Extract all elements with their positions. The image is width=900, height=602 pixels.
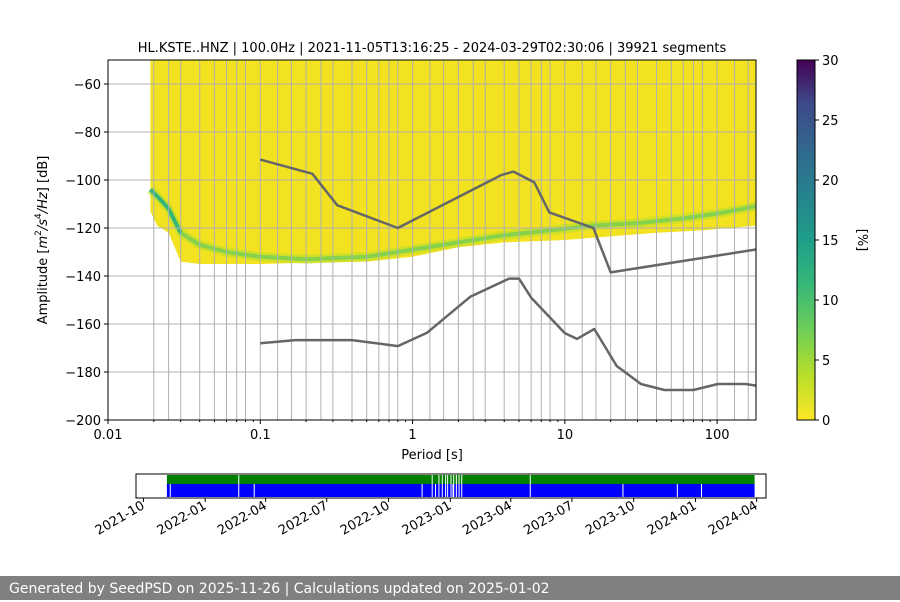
timeline-tick-label: 2024-01 bbox=[645, 498, 700, 538]
y-tick-label: −120 bbox=[65, 222, 101, 237]
timeline-tick-label: 2022-07 bbox=[276, 498, 331, 538]
timeline-bars bbox=[166, 475, 755, 497]
colorbar-tick-label: 0 bbox=[822, 414, 830, 429]
y-tick-label: −200 bbox=[65, 414, 101, 429]
psd-density-region bbox=[150, 60, 756, 264]
timeline-tick-label: 2022-10 bbox=[338, 498, 393, 538]
plot-frame bbox=[107, 59, 757, 421]
colorbar-tick-label: 25 bbox=[822, 114, 839, 129]
timeline-axis: 2021-10 2022-01 2022-04 2022-07 2022-10 2023-… bbox=[93, 498, 761, 539]
y-tick-label: −60 bbox=[74, 78, 101, 93]
timeline-tick-label: 2023-01 bbox=[400, 498, 455, 538]
colorbar-tick-label: 30 bbox=[822, 54, 839, 69]
y-axis: −60 −80 −100 −120 −140 −160 −180 −200 bbox=[65, 78, 108, 429]
timeline-tick-label: 2022-01 bbox=[155, 498, 210, 538]
plot-area bbox=[107, 59, 757, 421]
timeline-frame bbox=[135, 473, 767, 499]
colorbar-ticks: 0 5 10 15 20 25 30 bbox=[815, 54, 839, 429]
nlnm-line bbox=[260, 277, 756, 392]
nhnm-line bbox=[259, 158, 756, 274]
data-availability-timeline: 2021-10 2022-01 2022-04 2022-07 2022-10 2023-… bbox=[93, 473, 767, 539]
psd-mode-peak bbox=[148, 188, 183, 234]
colorbar-label: [%] bbox=[854, 229, 869, 252]
colorbar-tick-label: 5 bbox=[822, 354, 830, 369]
y-tick-label: −140 bbox=[65, 270, 101, 285]
footer-bar: Generated by SeedPSD on 2025-11-26 | Cal… bbox=[0, 576, 900, 600]
colorbar-gradient bbox=[796, 59, 816, 421]
x-tick-label: 0.01 bbox=[94, 428, 123, 443]
timeline-tick-label: 2024-04 bbox=[706, 498, 761, 538]
y-axis-label: Amplitude [m2/s4/Hz] [dB] bbox=[34, 156, 51, 325]
colorbar: 0 5 10 15 20 25 30 [%] bbox=[796, 54, 869, 429]
x-axis-label: Period [s] bbox=[401, 448, 463, 463]
colorbar-tick-label: 15 bbox=[822, 234, 839, 249]
psd-heatmap bbox=[147, 60, 756, 264]
y-tick-label: −100 bbox=[65, 174, 101, 189]
timeline-tick-label: 2023-10 bbox=[583, 498, 638, 538]
footer-text: Generated by SeedPSD on 2025-11-26 | Cal… bbox=[9, 581, 550, 597]
x-tick-label: 10 bbox=[557, 428, 574, 443]
chart-title: HL.KSTE..HNZ | 100.0Hz | 2021-11-05T13:1… bbox=[138, 41, 727, 56]
x-tick-label: 100 bbox=[705, 428, 730, 443]
colorbar-tick-label: 20 bbox=[822, 174, 839, 189]
grid-lines bbox=[108, 60, 756, 420]
x-tick-label: 1 bbox=[408, 428, 416, 443]
timeline-tick-label: 2023-07 bbox=[521, 498, 576, 538]
timeline-green-bar bbox=[166, 475, 755, 484]
y-tick-label: −180 bbox=[65, 366, 101, 381]
timeline-blue-bar bbox=[166, 484, 755, 497]
y-tick-label: −80 bbox=[74, 126, 101, 141]
colorbar-tick-label: 10 bbox=[822, 294, 839, 309]
noise-models bbox=[259, 158, 756, 392]
x-axis: 0.01 0.1 1 10 100 bbox=[94, 420, 730, 443]
timeline-tick-label: 2021-10 bbox=[93, 498, 148, 538]
timeline-tick-label: 2022-04 bbox=[215, 498, 270, 538]
timeline-tick-label: 2023-04 bbox=[460, 498, 515, 538]
x-tick-label: 0.1 bbox=[250, 428, 271, 443]
y-tick-label: −160 bbox=[65, 318, 101, 333]
ppsd-figure: HL.KSTE..HNZ | 100.0Hz | 2021-11-05T13:1… bbox=[34, 41, 869, 539]
